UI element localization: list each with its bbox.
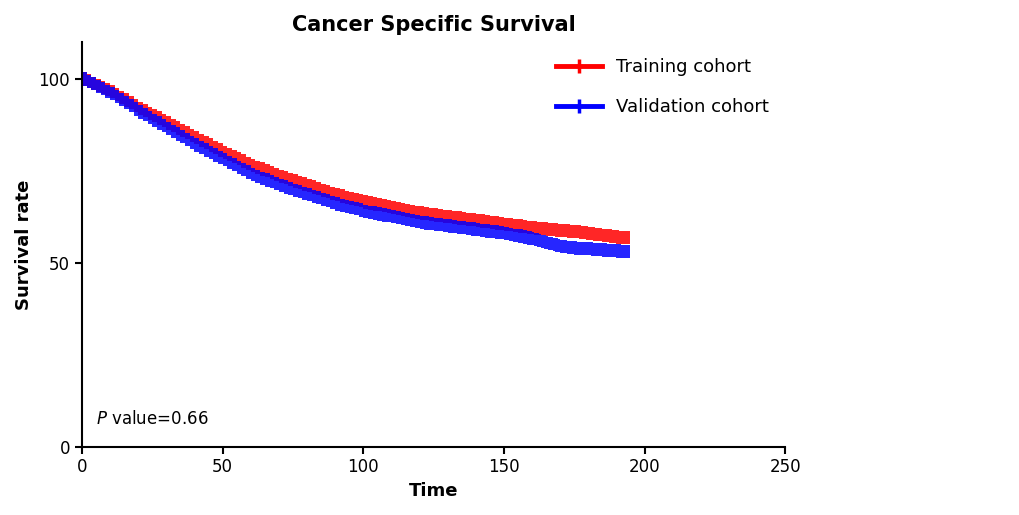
Title: Cancer Specific Survival: Cancer Specific Survival [291, 15, 575, 35]
Y-axis label: Survival rate: Survival rate [15, 179, 33, 310]
X-axis label: Time: Time [409, 482, 458, 500]
Text: $\it{P}$ value=0.66: $\it{P}$ value=0.66 [96, 410, 209, 428]
Legend: Training cohort, Validation cohort: Training cohort, Validation cohort [548, 51, 775, 123]
